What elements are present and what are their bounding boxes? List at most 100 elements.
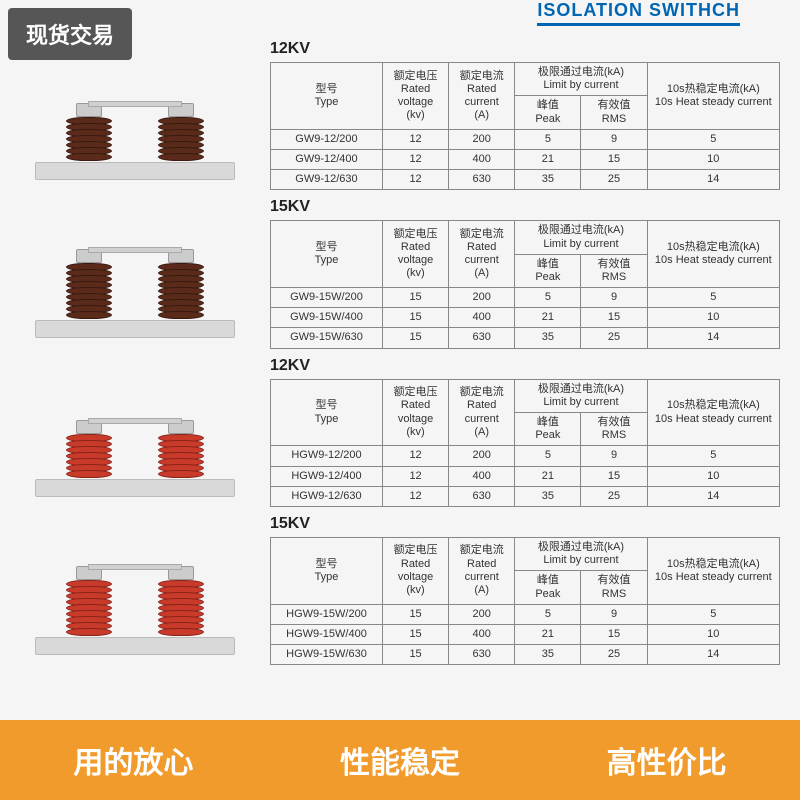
spec-section: 15KV 型号Type额定电压Rated voltage(kv)额定电流Rated… [20, 515, 780, 665]
col-rms-header: 有效值RMS [581, 413, 647, 446]
cell-peak: 21 [515, 466, 581, 486]
table-row: HGW9-15W/63015630352514 [271, 645, 780, 665]
col-voltage-header: 额定电压Rated voltage(kv) [382, 537, 448, 604]
cell-voltage: 15 [382, 328, 448, 348]
cell-current: 400 [449, 624, 515, 644]
cell-type: HGW9-15W/630 [271, 645, 383, 665]
cell-voltage: 12 [382, 129, 448, 149]
table-row: HGW9-15W/20015200595 [271, 604, 780, 624]
spot-trade-badge: 现货交易 [8, 8, 132, 60]
content-area: 12KV型号Type额定电压Rated voltage(kv)额定电流Rated… [0, 30, 800, 710]
col-limit-header: 极限通过电流(kA)Limit by current [515, 221, 647, 254]
cell-voltage: 12 [382, 170, 448, 190]
table-row: GW9-12/63012630352514 [271, 170, 780, 190]
cell-rms: 9 [581, 129, 647, 149]
cell-voltage: 15 [382, 308, 448, 328]
cell-peak: 35 [515, 328, 581, 348]
cell-peak: 21 [515, 308, 581, 328]
table-row: HGW9-15W/40015400211510 [271, 624, 780, 644]
cell-heat: 5 [647, 604, 779, 624]
col-voltage-header: 额定电压Rated voltage(kv) [382, 379, 448, 446]
banner-item: 用的放心 [73, 738, 193, 782]
col-peak-header: 峰值Peak [515, 413, 581, 446]
cell-type: HGW9-12/630 [271, 486, 383, 506]
cell-current: 630 [449, 328, 515, 348]
table-row: GW9-12/40012400211510 [271, 149, 780, 169]
section-title: 15KV [270, 515, 780, 533]
cell-current: 630 [449, 645, 515, 665]
cell-type: GW9-12/630 [271, 170, 383, 190]
cell-rms: 25 [581, 645, 647, 665]
cell-peak: 5 [515, 446, 581, 466]
section-title: 12KV [270, 40, 780, 58]
banner-item: 高性价比 [607, 738, 727, 782]
cell-type: HGW9-12/400 [271, 466, 383, 486]
cell-voltage: 15 [382, 624, 448, 644]
cell-heat: 5 [647, 446, 779, 466]
col-limit-header: 极限通过电流(kA)Limit by current [515, 63, 647, 96]
bottom-banner: 用的放心性能稳定高性价比 [0, 720, 800, 800]
cell-current: 630 [449, 486, 515, 506]
cell-voltage: 12 [382, 446, 448, 466]
cell-heat: 14 [647, 170, 779, 190]
cell-heat: 5 [647, 129, 779, 149]
product-illustration [20, 515, 250, 665]
col-peak-header: 峰值Peak [515, 571, 581, 604]
cell-voltage: 12 [382, 149, 448, 169]
cell-current: 200 [449, 446, 515, 466]
cell-rms: 15 [581, 624, 647, 644]
cell-type: HGW9-12/200 [271, 446, 383, 466]
product-illustration [20, 198, 250, 348]
cell-peak: 5 [515, 288, 581, 308]
col-type-header: 型号Type [271, 537, 383, 604]
col-peak-header: 峰值Peak [515, 96, 581, 129]
cell-peak: 35 [515, 170, 581, 190]
cell-current: 200 [449, 129, 515, 149]
col-peak-header: 峰值Peak [515, 254, 581, 287]
cell-rms: 9 [581, 288, 647, 308]
cell-type: GW9-12/400 [271, 149, 383, 169]
cell-type: HGW9-15W/200 [271, 604, 383, 624]
spec-table: 型号Type额定电压Rated voltage(kv)额定电流Rated cur… [270, 220, 780, 348]
cell-type: GW9-15W/400 [271, 308, 383, 328]
cell-heat: 14 [647, 645, 779, 665]
cell-rms: 15 [581, 149, 647, 169]
cell-peak: 21 [515, 149, 581, 169]
cell-voltage: 15 [382, 288, 448, 308]
cell-heat: 10 [647, 149, 779, 169]
section-title: 12KV [270, 357, 780, 375]
cell-heat: 5 [647, 288, 779, 308]
col-current-header: 额定电流Rated current(A) [449, 379, 515, 446]
cell-heat: 10 [647, 624, 779, 644]
col-heat-header: 10s热稳定电流(kA)10s Heat steady current [647, 221, 779, 288]
table-row: GW9-12/20012200595 [271, 129, 780, 149]
col-current-header: 额定电流Rated current(A) [449, 537, 515, 604]
col-limit-header: 极限通过电流(kA)Limit by current [515, 379, 647, 412]
col-rms-header: 有效值RMS [581, 571, 647, 604]
cell-heat: 10 [647, 308, 779, 328]
col-limit-header: 极限通过电流(kA)Limit by current [515, 537, 647, 570]
cell-type: GW9-12/200 [271, 129, 383, 149]
table-row: GW9-15W/63015630352514 [271, 328, 780, 348]
spec-table: 型号Type额定电压Rated voltage(kv)额定电流Rated cur… [270, 379, 780, 507]
table-row: GW9-15W/20015200595 [271, 288, 780, 308]
cell-rms: 15 [581, 466, 647, 486]
cell-peak: 5 [515, 604, 581, 624]
col-heat-header: 10s热稳定电流(kA)10s Heat steady current [647, 537, 779, 604]
cell-voltage: 12 [382, 486, 448, 506]
cell-current: 200 [449, 288, 515, 308]
col-type-header: 型号Type [271, 379, 383, 446]
col-current-header: 额定电流Rated current(A) [449, 63, 515, 130]
spec-table: 型号Type额定电压Rated voltage(kv)额定电流Rated cur… [270, 537, 780, 665]
cell-current: 630 [449, 170, 515, 190]
spec-table: 型号Type额定电压Rated voltage(kv)额定电流Rated cur… [270, 62, 780, 190]
col-rms-header: 有效值RMS [581, 254, 647, 287]
cell-rms: 25 [581, 486, 647, 506]
col-type-header: 型号Type [271, 221, 383, 288]
cell-voltage: 12 [382, 466, 448, 486]
cell-heat: 14 [647, 328, 779, 348]
table-row: HGW9-12/40012400211510 [271, 466, 780, 486]
spec-section: 12KV 型号Type额定电压Rated voltage(kv)额定电流Rated… [20, 357, 780, 507]
product-illustration [20, 40, 250, 190]
cell-heat: 14 [647, 486, 779, 506]
